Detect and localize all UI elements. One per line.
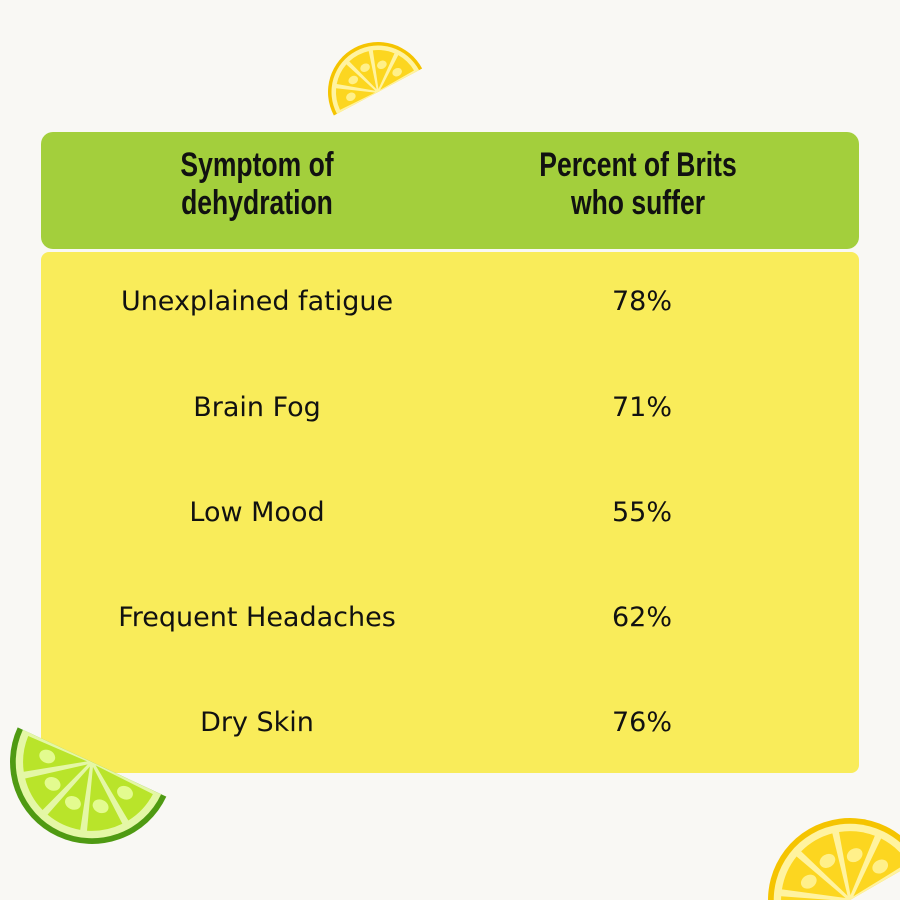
symptom-cell: Low Mood [189,497,325,528]
lime-slice-icon [10,727,167,844]
header-line: dehydration [181,184,333,222]
percent-cell: 62% [611,602,672,633]
percent-cell: 78% [611,286,672,317]
lemon-slice-icon [328,42,423,116]
header-line: Percent of Brits [539,146,737,184]
header-percent: Percent of Brits who suffer [498,146,779,222]
percent-cell: 76% [611,707,672,738]
symptom-cell: Brain Fog [193,392,321,423]
table-body [41,252,859,773]
table-header [41,132,859,249]
header-line: who suffer [570,184,706,222]
lemon-slice-icon [768,818,900,900]
symptom-cell: Frequent Headaches [118,602,396,633]
percent-cell: 55% [611,497,672,528]
header-symptom: Symptom of dehydration [117,146,398,222]
symptom-cell: Dry Skin [200,707,314,738]
header-line: Symptom of [180,146,334,184]
percent-cell: 71% [611,392,672,423]
symptom-cell: Unexplained fatigue [120,286,394,317]
